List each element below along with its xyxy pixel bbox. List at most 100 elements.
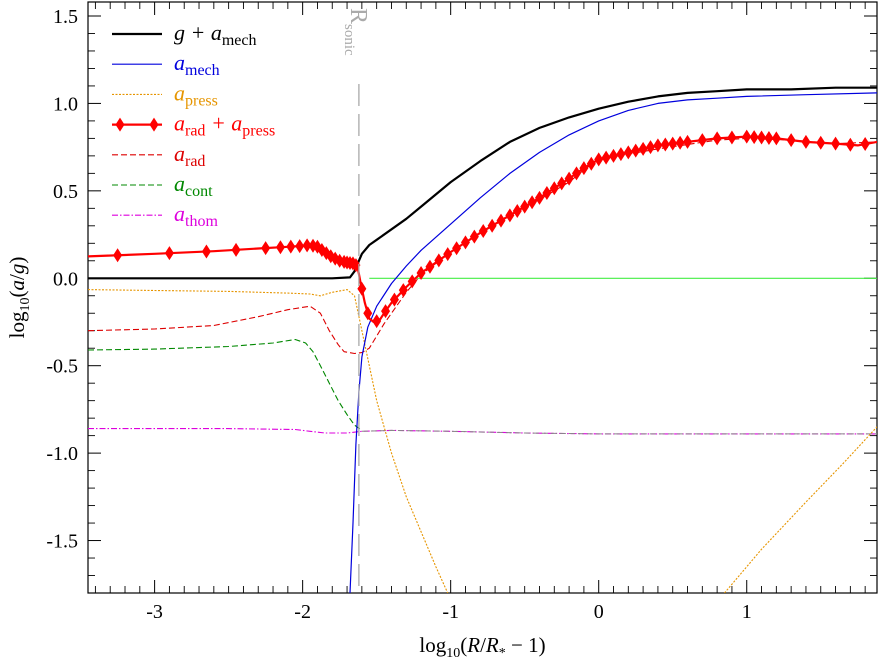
series-line-a-thom-overlay xyxy=(361,429,877,435)
data-marker xyxy=(801,134,811,149)
data-marker xyxy=(372,314,382,329)
data-marker xyxy=(381,304,391,319)
data-marker xyxy=(675,135,685,150)
series-line-a-mech xyxy=(349,92,877,593)
data-marker xyxy=(816,135,826,150)
data-marker xyxy=(321,246,331,261)
data-marker xyxy=(452,241,462,256)
data-marker xyxy=(505,208,515,223)
data-marker xyxy=(363,306,373,321)
data-marker xyxy=(683,134,693,149)
data-marker xyxy=(557,176,567,191)
data-marker xyxy=(164,246,174,261)
data-marker xyxy=(727,130,737,145)
series-line-a-cont xyxy=(88,338,363,431)
data-marker xyxy=(357,281,367,296)
data-marker xyxy=(653,138,663,153)
data-marker xyxy=(631,143,641,158)
annotation-group: Rsonic xyxy=(341,8,371,593)
data-marker xyxy=(579,161,589,176)
data-marker xyxy=(487,218,497,233)
data-marker xyxy=(286,239,296,254)
y-tick-label: 0.0 xyxy=(53,268,78,290)
x-tick-label: -3 xyxy=(146,601,163,623)
data-marker xyxy=(351,258,361,273)
data-marker xyxy=(231,242,241,257)
legend-marker xyxy=(149,117,159,132)
series-line-a-thom xyxy=(88,428,877,435)
data-marker xyxy=(586,156,596,171)
y-tick-label: 0.5 xyxy=(53,181,78,203)
data-marker xyxy=(831,136,841,151)
data-marker xyxy=(527,195,537,210)
y-tick-label: -0.5 xyxy=(46,356,78,378)
legend-entry-label: apress xyxy=(174,80,218,109)
data-marker xyxy=(434,253,444,268)
data-marker xyxy=(712,131,722,146)
data-marker xyxy=(407,274,417,289)
legend-entry-label: amech xyxy=(174,50,220,79)
series-line-a-press-outer xyxy=(724,426,877,593)
y-tick-label: 1.5 xyxy=(53,6,78,28)
data-marker xyxy=(601,150,611,165)
data-marker xyxy=(317,242,327,257)
data-marker xyxy=(571,166,581,181)
legend-marker xyxy=(115,117,125,132)
data-marker xyxy=(201,244,211,259)
data-marker xyxy=(295,239,305,254)
y-axis-ticks: -1.5 -1.0 -0.5 0.0 0.5 1.0 1.5 xyxy=(46,6,877,594)
data-marker xyxy=(609,148,619,163)
x-tick-label: 0 xyxy=(594,601,604,623)
data-marker xyxy=(520,199,530,214)
data-marker xyxy=(697,133,707,148)
series-line-a-press xyxy=(88,289,449,593)
x-tick-label: -1 xyxy=(442,601,459,623)
data-marker xyxy=(302,238,312,253)
data-marker xyxy=(623,145,633,160)
data-marker xyxy=(549,181,559,196)
data-marker xyxy=(660,137,670,152)
data-marker xyxy=(764,130,774,145)
data-marker xyxy=(771,131,781,146)
data-marker xyxy=(469,229,479,244)
x-axis-ticks: -3 -2 -1 0 1 xyxy=(94,2,866,623)
data-marker xyxy=(638,141,648,156)
data-marker xyxy=(425,259,435,274)
series-group xyxy=(88,86,877,593)
data-marker xyxy=(534,190,544,205)
data-marker xyxy=(443,247,453,262)
data-marker xyxy=(594,152,604,167)
data-marker xyxy=(398,283,408,298)
data-marker xyxy=(564,171,574,186)
data-marker xyxy=(668,136,678,151)
plot-frame xyxy=(87,1,878,594)
data-marker xyxy=(742,129,752,144)
data-marker xyxy=(542,186,552,201)
legend-entry-label: arad + apress xyxy=(174,111,275,140)
data-marker xyxy=(845,137,855,152)
legend-entry-label: athom xyxy=(174,201,218,230)
data-marker xyxy=(496,213,506,228)
data-marker xyxy=(786,133,796,148)
x-tick-label: -2 xyxy=(294,601,311,623)
data-marker xyxy=(460,235,470,250)
data-marker xyxy=(275,240,285,255)
x-tick-label: 1 xyxy=(742,601,752,623)
data-marker xyxy=(860,137,870,152)
plot-frame-group xyxy=(87,1,878,594)
data-marker xyxy=(113,248,123,263)
legend-entry-label: arad xyxy=(174,141,205,170)
y-tick-label: -1.5 xyxy=(46,531,78,553)
legend-entry-label: g + amech xyxy=(174,20,257,49)
data-marker xyxy=(512,203,522,218)
data-marker xyxy=(389,292,399,307)
data-marker xyxy=(616,147,626,162)
data-marker xyxy=(416,266,426,281)
y-axis-title: log10(a/g) xyxy=(5,257,33,339)
x-axis-title: log10(R/R* − 1) xyxy=(419,633,545,659)
data-marker xyxy=(478,224,488,239)
y-tick-label: 1.0 xyxy=(53,93,78,115)
legend-entry-label: acont xyxy=(174,171,213,200)
